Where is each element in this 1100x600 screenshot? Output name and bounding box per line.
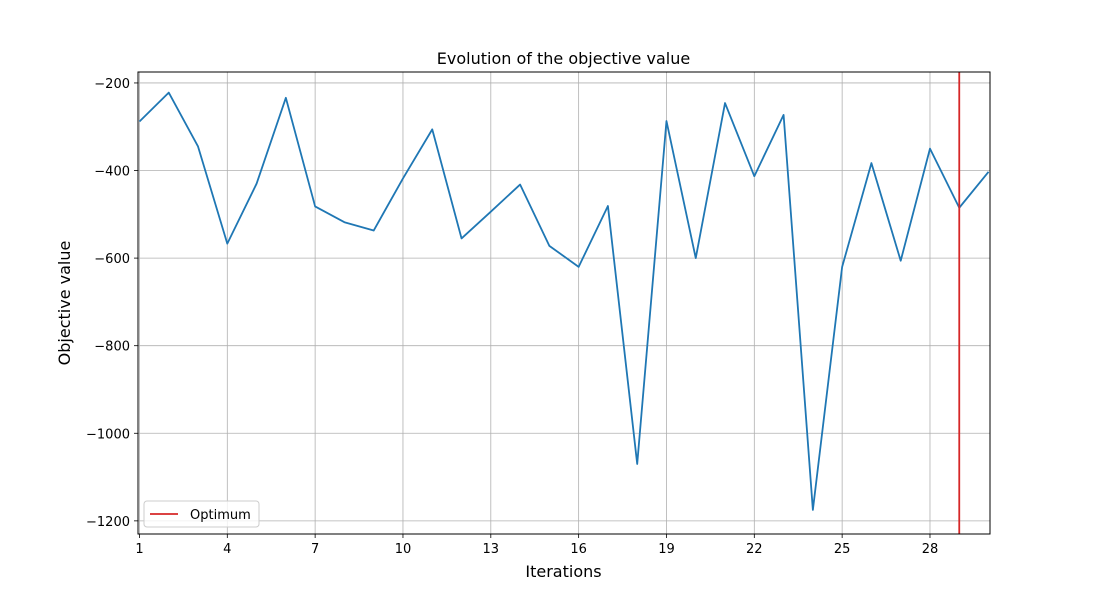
series-layer [138,91,990,511]
legend-label-optimum: Optimum [190,508,251,523]
x-tick-label: 7 [311,542,319,557]
x-tick-label: 13 [483,542,500,557]
x-tick-label: 28 [922,542,939,557]
y-axis: −1200 −1000 −800 −600 −400 −200 [86,77,138,530]
y-axis-label: Objective value [55,241,74,366]
y-tick-label: −400 [94,165,130,180]
legend: Optimum [143,500,260,528]
y-tick-label: −1200 [86,515,130,530]
x-axis: 1 4 7 10 13 16 19 22 25 28 [135,534,938,557]
y-tick-label: −600 [94,252,130,267]
x-tick-label: 22 [746,542,763,557]
grid [138,72,990,534]
x-tick-label: 1 [135,542,143,557]
x-tick-label: 25 [834,542,851,557]
plot-frame [137,71,991,535]
x-tick-label: 4 [223,542,231,557]
y-tick-label: −1000 [86,427,130,442]
chart-title: Evolution of the objective value [437,49,690,68]
x-tick-label: 19 [658,542,675,557]
y-tick-label: −200 [94,77,130,92]
x-axis-label: Iterations [525,562,601,581]
x-tick-label: 16 [570,542,587,557]
series-line-0 [138,91,990,511]
x-tick-label: 10 [395,542,412,557]
legend-box [143,500,260,528]
y-tick-label: −800 [94,340,130,355]
